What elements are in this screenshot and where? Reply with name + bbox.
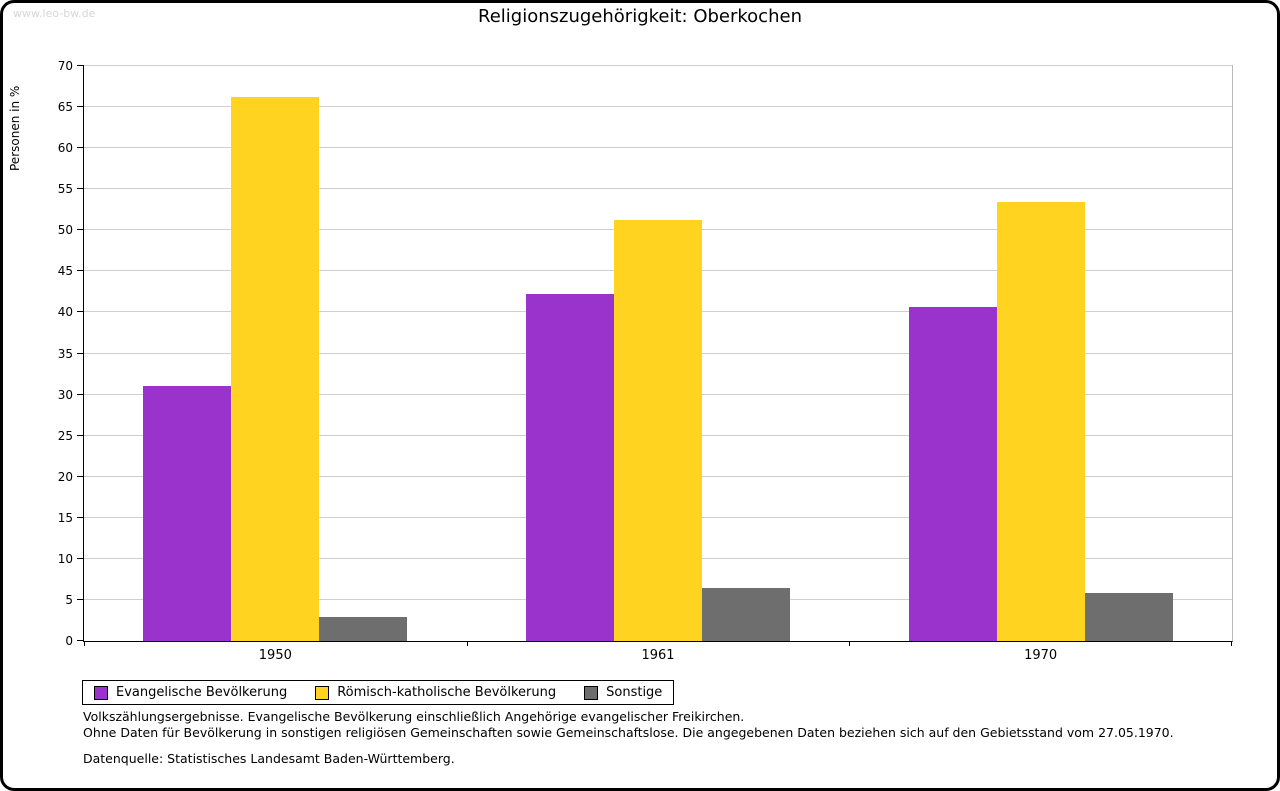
y-tick-label: 10 <box>57 551 73 566</box>
x-tick-mark <box>1231 641 1232 646</box>
bar-evangelische-bevölkerung-1950 <box>143 385 232 641</box>
y-tick-mark <box>77 311 84 313</box>
bar-sonstige-1961 <box>702 587 790 641</box>
y-tick-label: 60 <box>57 141 73 156</box>
legend-label: Evangelische Bevölkerung <box>116 685 288 700</box>
y-tick-label: 45 <box>57 264 73 279</box>
bar-römisch-katholische-bevölkerung-1970 <box>996 201 1085 641</box>
y-axis-title: Personen in % <box>8 85 22 171</box>
bar-evangelische-bevölkerung-1970 <box>908 306 997 641</box>
y-tick-mark <box>77 640 84 641</box>
legend: Evangelische Bevölkerung Römisch-katholis… <box>82 680 675 705</box>
y-tick-label: 35 <box>57 346 73 361</box>
y-tick-mark <box>77 393 84 395</box>
footnote-line-1: Volkszählungsergebnisse. Evangelische Be… <box>83 709 745 724</box>
legend-swatch <box>584 685 599 700</box>
footnotes: Volkszählungsergebnisse. Evangelische Be… <box>83 709 1237 767</box>
y-tick-mark <box>77 147 84 149</box>
y-tick-label: 20 <box>57 469 73 484</box>
y-tick-label: 55 <box>57 182 73 197</box>
watermark: www.leo-bw.de <box>13 7 96 20</box>
legend-entry: Sonstige <box>584 685 662 700</box>
legend-entry: Evangelische Bevölkerung <box>94 685 287 700</box>
y-tick-mark <box>77 434 84 436</box>
y-tick-label: 65 <box>57 100 73 115</box>
bar-sonstige-1950 <box>319 617 408 641</box>
footnote-source: Datenquelle: Statistisches Landesamt Bad… <box>83 751 455 766</box>
x-tick-mark <box>466 641 468 646</box>
y-tick-label: 25 <box>57 428 73 443</box>
y-tick-label: 30 <box>57 387 73 402</box>
legend-entry: Römisch-katholische Bevölkerung <box>315 685 556 700</box>
x-category-label: 1961 <box>641 648 675 663</box>
bar-evangelische-bevölkerung-1961 <box>526 293 614 641</box>
y-tick-label: 40 <box>57 305 73 320</box>
chart-title: Religionszugehörigkeit: Oberkochen <box>478 6 802 27</box>
y-tick-mark <box>77 188 84 190</box>
y-tick-mark <box>77 598 84 600</box>
y-tick-label: 0 <box>65 634 73 648</box>
x-category-label: 1970 <box>1024 648 1058 663</box>
y-tick-mark <box>77 270 84 272</box>
y-tick-mark <box>77 65 84 66</box>
legend-label: Sonstige <box>606 685 663 700</box>
y-tick-label: 50 <box>57 223 73 238</box>
y-tick-mark <box>77 516 84 518</box>
y-tick-mark <box>77 106 84 108</box>
y-tick-mark <box>77 352 84 354</box>
legend-swatch <box>315 685 330 700</box>
y-gridline <box>84 188 1232 190</box>
bar-sonstige-1970 <box>1084 592 1173 641</box>
y-tick-mark <box>77 475 84 477</box>
legend-swatch <box>94 685 108 700</box>
legend-label: Römisch-katholische Bevölkerung <box>337 685 557 700</box>
y-tick-label: 15 <box>57 510 73 525</box>
bar-römisch-katholische-bevölkerung-1961 <box>614 220 702 641</box>
footnote-line-2: Ohne Daten für Bevölkerung in sonstigen … <box>83 724 1174 740</box>
x-tick-mark <box>84 641 85 646</box>
y-tick-label: 5 <box>65 592 73 607</box>
bar-römisch-katholische-bevölkerung-1950 <box>231 97 320 641</box>
y-tick-mark <box>77 229 84 231</box>
y-gridline <box>84 147 1232 149</box>
x-category-label: 1950 <box>258 648 292 663</box>
y-tick-label: 70 <box>57 59 73 73</box>
y-tick-mark <box>77 557 84 559</box>
plot-area: 0 5 10 15 20 25 30 35 40 45 50 55 60 65 70 1950 1961 1970 <box>58 59 1233 663</box>
y-gridline <box>84 106 1232 108</box>
x-tick-mark <box>849 641 851 646</box>
y-gridline <box>84 65 1232 66</box>
